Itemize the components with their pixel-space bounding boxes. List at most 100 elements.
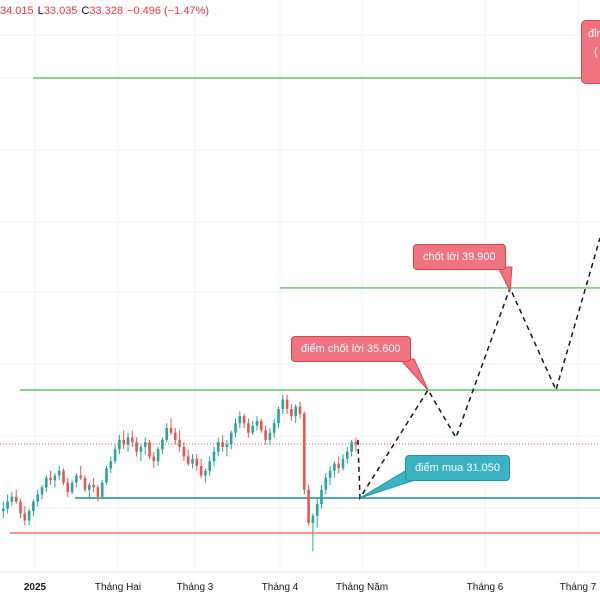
change-value: −0.496 (−1.47%) bbox=[127, 5, 209, 17]
candle-body bbox=[19, 501, 22, 514]
candle-body bbox=[14, 496, 18, 502]
candle-body bbox=[328, 470, 332, 478]
candle-body bbox=[264, 430, 267, 440]
candle-body bbox=[131, 437, 134, 443]
candle-body bbox=[272, 423, 276, 433]
candle-body bbox=[333, 463, 336, 471]
candle-body bbox=[156, 449, 160, 462]
callout-top-line2: ( bbox=[594, 46, 598, 58]
candle-body bbox=[88, 484, 91, 490]
candle-body bbox=[152, 456, 156, 462]
candle-body bbox=[139, 446, 143, 452]
candle-body bbox=[165, 427, 168, 440]
candle-body bbox=[307, 489, 310, 523]
x-label-mar: Tháng 3 bbox=[176, 582, 214, 593]
candle-body bbox=[337, 463, 340, 469]
candle-body bbox=[225, 444, 229, 447]
candle-body bbox=[191, 458, 194, 464]
candle-body bbox=[354, 442, 358, 445]
candle-body bbox=[96, 487, 100, 497]
candle-body bbox=[57, 470, 61, 476]
candle-body bbox=[251, 425, 254, 433]
candle-body bbox=[238, 416, 242, 424]
candle-body bbox=[92, 484, 95, 488]
x-label-may: Tháng Năm bbox=[335, 582, 389, 593]
candle-body bbox=[53, 475, 57, 481]
candle-body bbox=[315, 503, 319, 516]
x-label-feb: Tháng Hai bbox=[94, 582, 142, 593]
candle-body bbox=[100, 482, 104, 497]
candle-body bbox=[260, 420, 263, 431]
candle-body bbox=[229, 432, 233, 445]
close-value: 33.328 bbox=[89, 5, 124, 17]
candle-body bbox=[350, 442, 353, 452]
candle-body bbox=[83, 477, 87, 490]
candle-body bbox=[311, 515, 315, 523]
candle-body bbox=[320, 489, 323, 504]
candle-body bbox=[70, 482, 74, 493]
candle-body bbox=[32, 501, 35, 512]
candle-body bbox=[2, 508, 5, 512]
candle-body bbox=[324, 477, 328, 490]
low-label: L bbox=[37, 5, 44, 17]
candle-body bbox=[40, 487, 44, 495]
candle-body bbox=[277, 408, 280, 424]
callout-buy-point[interactable]: điểm mua 31.050 bbox=[405, 455, 510, 481]
ohlc-legend: 34.015 L 33.035 C 33.328 −0.496 (−1.47%) bbox=[0, 2, 209, 20]
candle-body bbox=[109, 461, 113, 469]
callout-take-profit-1[interactable]: điểm chốt lời 35.600 bbox=[291, 336, 411, 362]
candle-body bbox=[6, 501, 9, 509]
x-label-2025: 2025 bbox=[23, 582, 47, 593]
candle-body bbox=[36, 494, 39, 502]
callout-top-line1: đỉn bbox=[588, 28, 600, 40]
candle-body bbox=[268, 432, 272, 440]
candle-body bbox=[178, 439, 181, 447]
candle-body bbox=[234, 423, 237, 433]
x-label-apr: Tháng 4 bbox=[261, 582, 299, 593]
candlestick-series bbox=[2, 394, 358, 552]
candle-body bbox=[294, 406, 297, 417]
candle-body bbox=[298, 406, 302, 414]
candle-body bbox=[346, 451, 349, 459]
candle-body bbox=[247, 423, 250, 433]
candle-body bbox=[10, 496, 14, 502]
candle-body bbox=[221, 442, 224, 447]
candle-body bbox=[285, 399, 289, 409]
candle-body bbox=[27, 511, 31, 521]
callout-top-partial[interactable]: đỉn ( bbox=[581, 20, 600, 84]
candle-body bbox=[79, 475, 82, 478]
candle-body bbox=[182, 446, 186, 457]
candle-body bbox=[161, 439, 164, 450]
candle-body bbox=[45, 477, 48, 488]
candle-body bbox=[204, 470, 207, 476]
chart-grid bbox=[0, 0, 600, 573]
candle-body bbox=[49, 477, 52, 481]
candle-body bbox=[66, 482, 70, 493]
candle-body bbox=[174, 432, 177, 440]
low-value: 33.035 bbox=[43, 5, 78, 17]
candle-body bbox=[217, 442, 220, 452]
candle-body bbox=[303, 413, 306, 490]
candle-body bbox=[255, 420, 259, 426]
candle-body bbox=[143, 442, 147, 447]
candle-body bbox=[118, 439, 121, 450]
candle-body bbox=[195, 458, 199, 466]
callout-take-profit-2[interactable]: chốt lời 39.900 bbox=[413, 244, 506, 270]
open-value: 34.015 bbox=[0, 5, 34, 17]
x-label-jun: Tháng 6 bbox=[466, 582, 504, 593]
candle-body bbox=[212, 451, 216, 462]
close-label: C bbox=[81, 5, 90, 17]
x-label-jul: Tháng 7 bbox=[559, 582, 597, 593]
candle-body bbox=[341, 458, 345, 469]
candle-body bbox=[148, 442, 151, 457]
price-levels bbox=[0, 77, 600, 534]
candle-body bbox=[199, 465, 203, 476]
candle-body bbox=[290, 408, 293, 417]
candle-body bbox=[105, 468, 108, 483]
candle-body bbox=[186, 456, 190, 464]
candle-body bbox=[242, 416, 246, 424]
candle-body bbox=[62, 470, 65, 483]
candle-body bbox=[113, 449, 117, 462]
candle-body bbox=[169, 427, 173, 433]
